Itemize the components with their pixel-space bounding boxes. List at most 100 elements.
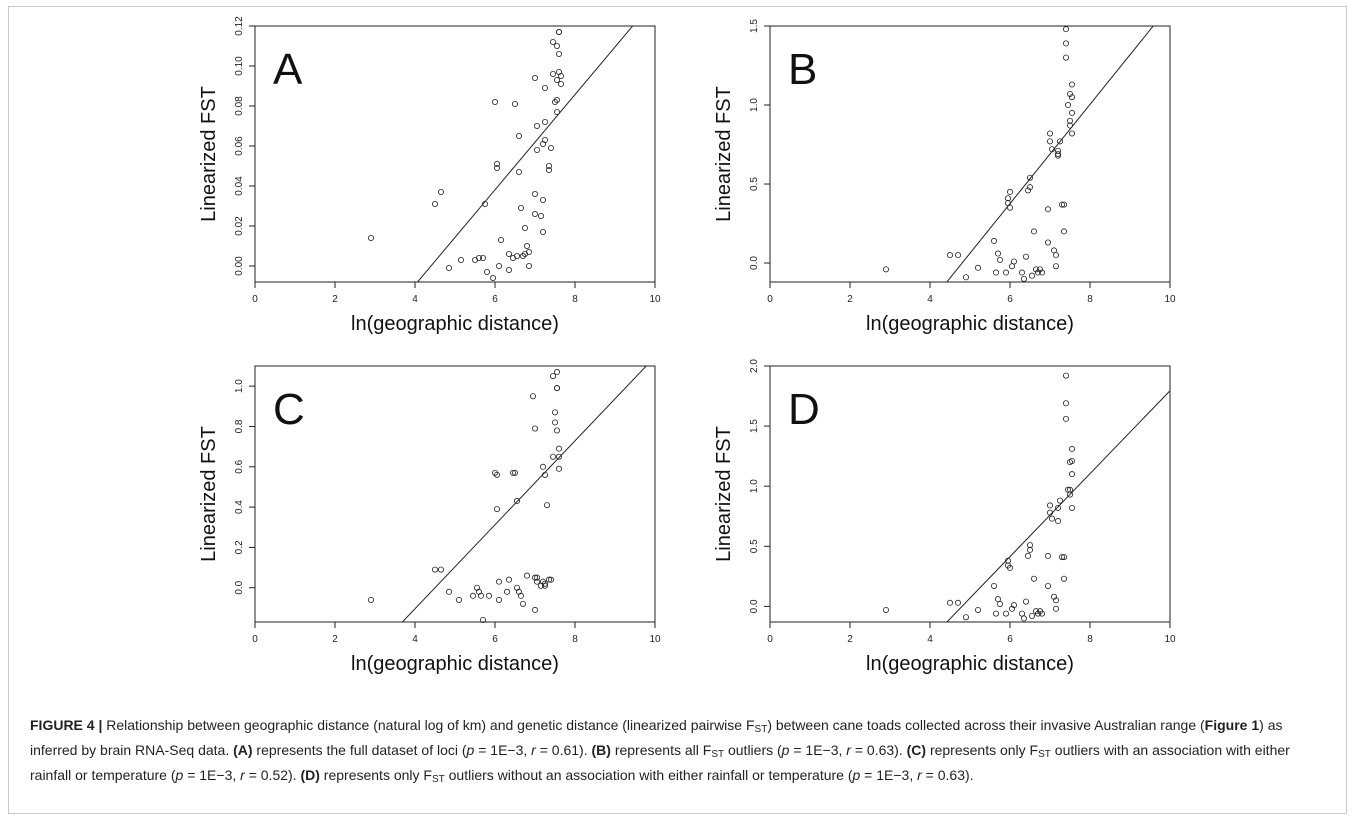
data-point <box>533 146 540 153</box>
data-point <box>1062 400 1069 407</box>
x-tick-label: 8 <box>572 634 578 645</box>
data-point <box>541 471 548 478</box>
data-point <box>1062 54 1069 61</box>
plot-box <box>769 365 1171 623</box>
data-point <box>545 576 552 583</box>
data-point <box>1028 272 1035 279</box>
caption-part: represents only F <box>319 767 432 783</box>
data-point <box>954 599 961 606</box>
y-tick-label: 1.5 <box>749 19 760 33</box>
data-point <box>549 373 556 380</box>
caption-part: ) between cane toads collected across th… <box>767 717 1205 733</box>
data-point <box>513 252 520 259</box>
data-point <box>505 250 512 257</box>
y-tick-label: 0.02 <box>234 216 245 236</box>
caption-part: outliers without an association with eit… <box>444 767 853 783</box>
data-point <box>529 393 536 400</box>
data-point <box>523 242 530 249</box>
data-point <box>509 469 516 476</box>
data-point <box>511 469 518 476</box>
caption-part: = 1E−3, <box>860 767 918 783</box>
data-point <box>475 254 482 261</box>
data-point <box>954 252 961 259</box>
data-point <box>1054 152 1061 159</box>
data-point <box>551 409 558 416</box>
data-point <box>367 596 374 603</box>
caption-part: (C) <box>906 742 927 758</box>
data-point <box>1060 554 1067 561</box>
data-point <box>495 578 502 585</box>
data-point <box>541 119 548 126</box>
y-tick-label: 0.00 <box>234 256 245 276</box>
data-point <box>1066 117 1073 124</box>
data-point <box>545 166 552 173</box>
data-point <box>533 578 540 585</box>
data-point <box>543 502 550 509</box>
data-point <box>505 266 512 273</box>
y-axis-label: Linearized FST <box>713 86 735 222</box>
caption-part: p <box>175 767 184 783</box>
y-axis-label: Linearized FST <box>198 86 220 222</box>
data-point <box>479 616 486 623</box>
data-point <box>946 252 953 259</box>
data-point <box>1018 269 1025 276</box>
y-tick-label: 0.6 <box>234 459 245 473</box>
data-point <box>1046 509 1053 516</box>
data-point <box>1022 253 1029 260</box>
data-point <box>1044 206 1051 213</box>
x-tick-label: 4 <box>927 294 933 305</box>
data-point <box>1034 269 1041 276</box>
data-point <box>1068 81 1075 88</box>
data-point <box>553 109 560 116</box>
data-point <box>1036 266 1043 273</box>
data-point <box>541 582 548 589</box>
data-point <box>1026 542 1033 549</box>
data-point <box>539 463 546 470</box>
panel-letter: C <box>273 385 305 434</box>
data-point <box>547 576 554 583</box>
data-point <box>1052 252 1059 259</box>
y-tick-label: 0.8 <box>234 419 245 433</box>
caption-part: r <box>846 742 851 758</box>
data-point <box>1068 94 1075 101</box>
data-point <box>1046 502 1053 509</box>
caption-part: outliers ( <box>724 742 782 758</box>
y-tick-label: 0.0 <box>749 599 760 613</box>
data-point <box>1010 258 1017 265</box>
caption-part: (B) <box>591 742 611 758</box>
data-point <box>1028 612 1035 619</box>
x-tick-label: 0 <box>252 634 258 645</box>
data-point <box>1066 90 1073 97</box>
data-point <box>1062 372 1069 379</box>
figure-label: FIGURE 4 | <box>30 717 103 733</box>
data-point <box>437 188 444 195</box>
data-point <box>992 610 999 617</box>
panel-letter: B <box>788 45 817 94</box>
data-point <box>457 256 464 263</box>
data-point <box>553 97 560 104</box>
data-point <box>996 600 1003 607</box>
data-point <box>962 274 969 281</box>
data-point <box>1060 228 1067 235</box>
caption-part: = 0.52). <box>244 767 301 783</box>
regression-line <box>401 366 647 622</box>
caption-part: = 1E−3, <box>183 767 241 783</box>
data-point <box>1010 602 1017 609</box>
x-tick-label: 2 <box>847 634 853 645</box>
x-tick-label: 0 <box>252 294 258 305</box>
data-point <box>1056 497 1063 504</box>
y-tick-label: 0.04 <box>234 176 245 196</box>
data-point <box>541 137 548 144</box>
data-point <box>545 162 552 169</box>
x-tick-label: 8 <box>572 294 578 305</box>
caption-part: = 1E−3, <box>789 742 847 758</box>
plot-box <box>254 365 656 623</box>
panel-letter: A <box>273 45 303 94</box>
data-point <box>553 385 560 392</box>
caption-part: = 1E−3, <box>474 742 532 758</box>
data-point <box>1004 557 1011 564</box>
data-point <box>521 224 528 231</box>
figure-frame <box>8 6 1347 814</box>
data-point <box>555 51 562 58</box>
data-point <box>1026 174 1033 181</box>
